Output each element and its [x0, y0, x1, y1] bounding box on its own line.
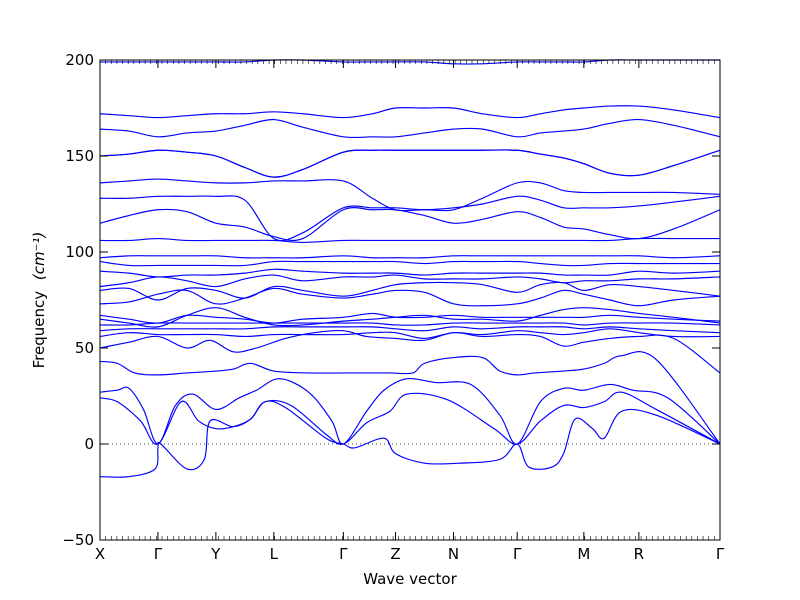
- band-7: [99, 326, 721, 334]
- x-tick-label: Γ: [716, 545, 725, 563]
- y-tick-label: 150: [65, 147, 94, 165]
- plot-frame: [99, 59, 721, 541]
- y-tick-label: 50: [75, 339, 94, 357]
- band-5: [99, 329, 721, 374]
- x-tick-label: M: [577, 545, 590, 563]
- band-21: [99, 149, 721, 178]
- x-tick-label: Z: [390, 545, 400, 563]
- x-tick-label: X: [95, 545, 105, 563]
- band-24: [99, 105, 721, 119]
- band-8: [99, 322, 721, 326]
- band-18: [99, 207, 721, 242]
- x-tick-label: Γ: [339, 545, 348, 563]
- y-axis-title: Frequency (cm⁻¹): [30, 232, 48, 369]
- band-20: [99, 178, 721, 212]
- band-3: [99, 377, 721, 445]
- band-11: [99, 287, 721, 307]
- minor-tick-marks: [99, 60, 721, 540]
- band-1: [99, 400, 721, 478]
- x-tick-label: Y: [210, 545, 221, 563]
- band-13: [99, 274, 721, 288]
- band-9: [99, 307, 721, 328]
- x-tick-label: R: [634, 545, 644, 563]
- band-2: [99, 391, 721, 445]
- y-axis-title-text: Frequency: [30, 291, 48, 369]
- band-19: [99, 195, 721, 242]
- x-tick-label: L: [270, 545, 279, 563]
- y-tick-label: 100: [65, 243, 94, 261]
- band-6: [99, 328, 721, 339]
- band-22: [99, 149, 721, 178]
- y-tick-label: −50: [62, 531, 94, 549]
- band-4: [99, 351, 721, 445]
- y-tick-label: 0: [84, 435, 94, 453]
- x-axis-title: Wave vector: [363, 570, 457, 588]
- band-17: [99, 237, 720, 243]
- y-tick-label: 200: [65, 51, 94, 69]
- band-14: [99, 268, 721, 278]
- y-axis-title-unit: (cm⁻¹): [30, 232, 48, 281]
- band-16: [99, 255, 721, 259]
- band-15: [99, 260, 720, 267]
- band-23: [99, 118, 721, 139]
- band-lines: [99, 59, 721, 478]
- x-tick-label: Γ: [513, 545, 522, 563]
- band-10: [99, 312, 721, 324]
- band-12: [99, 281, 721, 301]
- x-tick-label: N: [448, 545, 459, 563]
- x-tick-label: Γ: [154, 545, 163, 563]
